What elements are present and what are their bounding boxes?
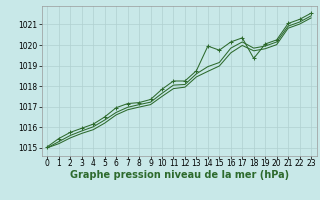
X-axis label: Graphe pression niveau de la mer (hPa): Graphe pression niveau de la mer (hPa) xyxy=(70,170,289,180)
